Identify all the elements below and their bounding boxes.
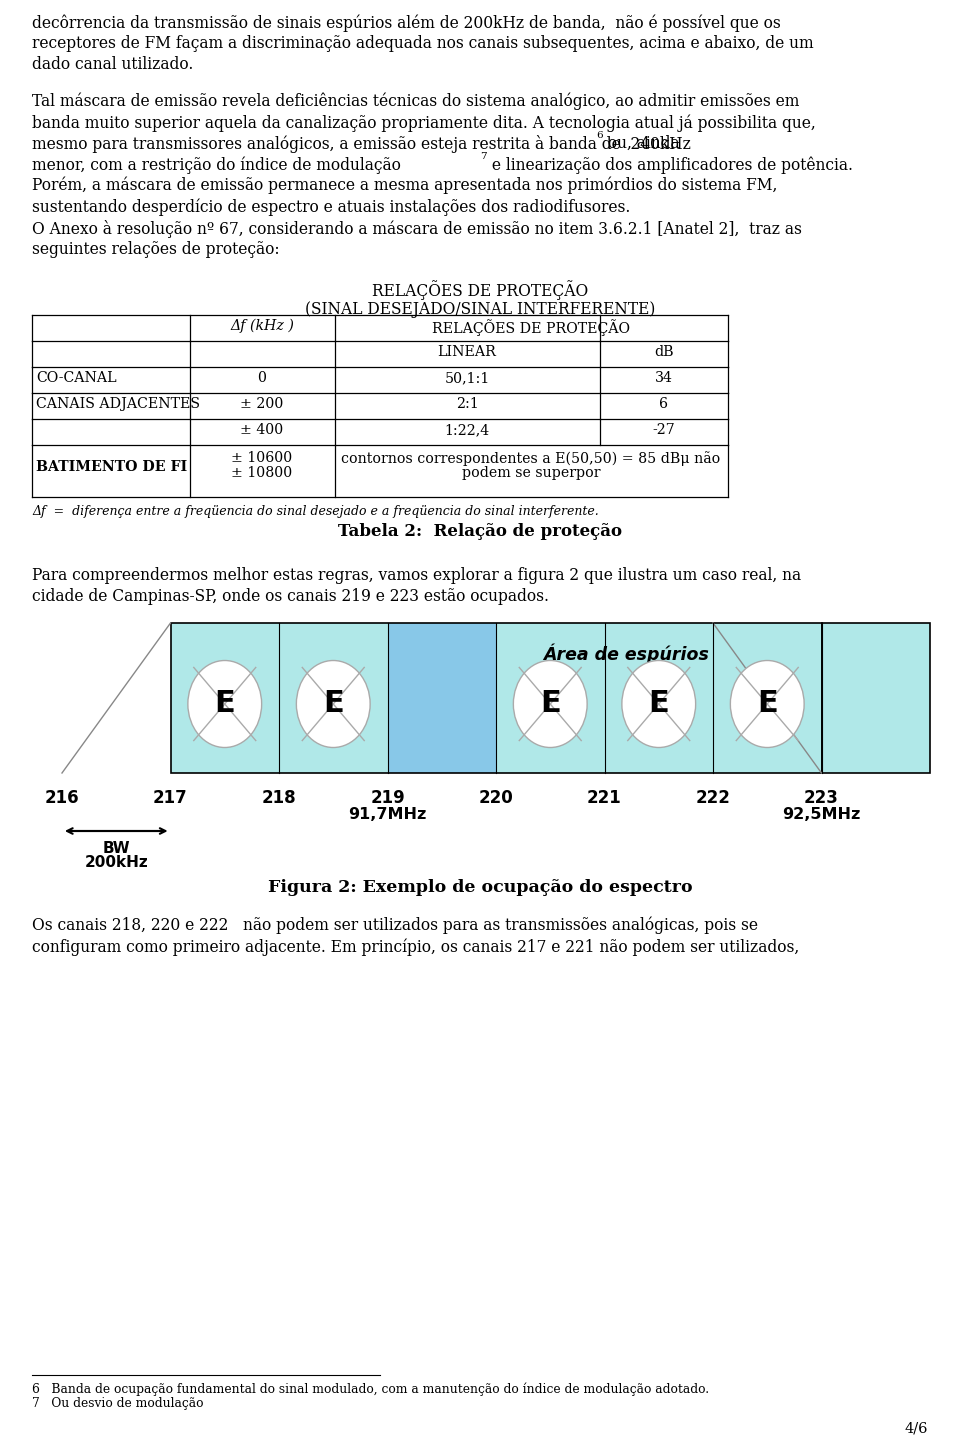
Bar [388,623,496,773]
Text: Tal máscara de emissão revela deficiências técnicas do sistema analógico, ao adm: Tal máscara de emissão revela deficiênci… [32,93,800,111]
Text: 92,5MHz: 92,5MHz [782,807,861,821]
Text: 2:1: 2:1 [456,396,478,411]
Text: contornos correspondentes a E(50,50) = 85 dBμ não: contornos correspondentes a E(50,50) = 8… [342,451,721,465]
Text: banda muito superior aquela da canalização propriamente dita. A tecnologia atual: banda muito superior aquela da canalizaç… [32,113,816,132]
Text: 223: 223 [804,788,839,807]
Text: CANAIS ADJACENTES: CANAIS ADJACENTES [36,396,200,411]
Text: sustentando desperdício de espectro e atuais instalações dos radiodifusores.: sustentando desperdício de espectro e at… [32,198,631,215]
Text: Δf (kHz ): Δf (kHz ) [230,319,294,333]
Text: ± 200: ± 200 [240,396,284,411]
Text: BW: BW [103,841,130,856]
Text: E: E [648,689,669,718]
Text: 200kHz: 200kHz [84,854,148,870]
Text: Para compreendermos melhor estas regras, vamos explorar a figura 2 que ilustra u: Para compreendermos melhor estas regras,… [32,567,802,584]
Text: E: E [756,689,778,718]
Text: 4/6: 4/6 [904,1422,928,1436]
Text: RELAÇÕES DE PROTEÇÃO: RELAÇÕES DE PROTEÇÃO [432,319,630,336]
Ellipse shape [622,661,696,748]
Ellipse shape [514,661,588,748]
Text: 6   Banda de ocupação fundamental do sinal modulado, com a manutenção do índice : 6 Banda de ocupação fundamental do sinal… [32,1383,709,1396]
Bar [822,623,930,773]
Text: 221: 221 [588,788,622,807]
Text: ± 400: ± 400 [240,424,283,437]
Text: mesmo para transmissores analógicos, a emissão esteja restrita à banda de  240kH: mesmo para transmissores analógicos, a e… [32,135,691,154]
Text: CO-CANAL: CO-CANAL [36,370,116,385]
Text: Tabela 2:  Relação de proteção: Tabela 2: Relação de proteção [338,523,622,540]
Text: ou, ainda: ou, ainda [603,135,680,152]
Text: Figura 2: Exemplo de ocupação do espectro: Figura 2: Exemplo de ocupação do espectr… [268,879,692,896]
Text: RELAÇÕES DE PROTEÇÃO: RELAÇÕES DE PROTEÇÃO [372,280,588,300]
Text: (SINAL DESEJADO/SINAL INTERFERENTE): (SINAL DESEJADO/SINAL INTERFERENTE) [305,302,655,317]
Ellipse shape [731,661,804,748]
Text: -27: -27 [653,424,676,437]
Text: 34: 34 [655,370,673,385]
Text: menor, com a restrição do índice de modulação: menor, com a restrição do índice de modu… [32,157,401,174]
Text: Os canais 218, 220 e 222   não podem ser utilizados para as transmissões analógi: Os canais 218, 220 e 222 não podem ser u… [32,918,758,935]
Text: 220: 220 [479,788,514,807]
Bar [171,623,822,773]
Text: 0: 0 [257,370,267,385]
Text: BATIMENTO DE FI: BATIMENTO DE FI [36,460,187,474]
Text: seguintes relações de proteção:: seguintes relações de proteção: [32,241,279,258]
Text: 222: 222 [696,788,731,807]
Text: 91,7MHz: 91,7MHz [348,807,426,821]
Text: 6: 6 [596,131,603,139]
Text: e linearização dos amplificadores de potência.: e linearização dos amplificadores de pot… [487,157,853,174]
Bar [822,623,930,773]
Text: cidade de Campinas-SP, onde os canais 219 e 223 estão ocupados.: cidade de Campinas-SP, onde os canais 21… [32,587,549,605]
Text: Porém, a máscara de emissão permanece a mesma apresentada nos primórdios do sist: Porém, a máscara de emissão permanece a … [32,177,778,194]
Text: Área de espúrios: Área de espúrios [543,643,709,663]
Text: ± 10600: ± 10600 [231,451,293,465]
Text: 1:22,4: 1:22,4 [444,424,490,437]
Text: Δf  =  diferença entre a freqüencia do sinal desejado e a freqüencia do sinal in: Δf = diferença entre a freqüencia do sin… [32,505,599,518]
Text: 6: 6 [660,396,668,411]
Text: LINEAR: LINEAR [438,345,496,359]
Text: E: E [214,689,235,718]
Text: 217: 217 [154,788,188,807]
Text: dado canal utilizado.: dado canal utilizado. [32,56,193,73]
Text: 218: 218 [262,788,297,807]
Text: configuram como primeiro adjacente. Em princípio, os canais 217 e 221 não podem : configuram como primeiro adjacente. Em p… [32,938,800,955]
Bar [171,623,822,773]
Text: 7   Ou desvio de modulação: 7 Ou desvio de modulação [32,1397,204,1410]
Text: O Anexo à resolução nº 67, considerando a máscara de emissão no item 3.6.2.1 [An: O Anexo à resolução nº 67, considerando … [32,220,802,238]
Text: decôrrencia da transmissão de sinais espúrios além de 200kHz de banda,  não é po: decôrrencia da transmissão de sinais esp… [32,14,780,32]
Text: E: E [323,689,344,718]
Text: podem se superpor: podem se superpor [462,467,600,480]
Text: 50,1:1: 50,1:1 [444,370,490,385]
Ellipse shape [297,661,371,748]
Ellipse shape [188,661,262,748]
Text: 7: 7 [480,152,487,161]
Text: 219: 219 [371,788,405,807]
Text: dB: dB [654,345,674,359]
Text: E: E [540,689,561,718]
Text: ± 10800: ± 10800 [231,467,293,480]
Text: receptores de FM façam a discriminação adequada nos canais subsequentes, acima e: receptores de FM façam a discriminação a… [32,34,814,52]
Text: 216: 216 [45,788,80,807]
